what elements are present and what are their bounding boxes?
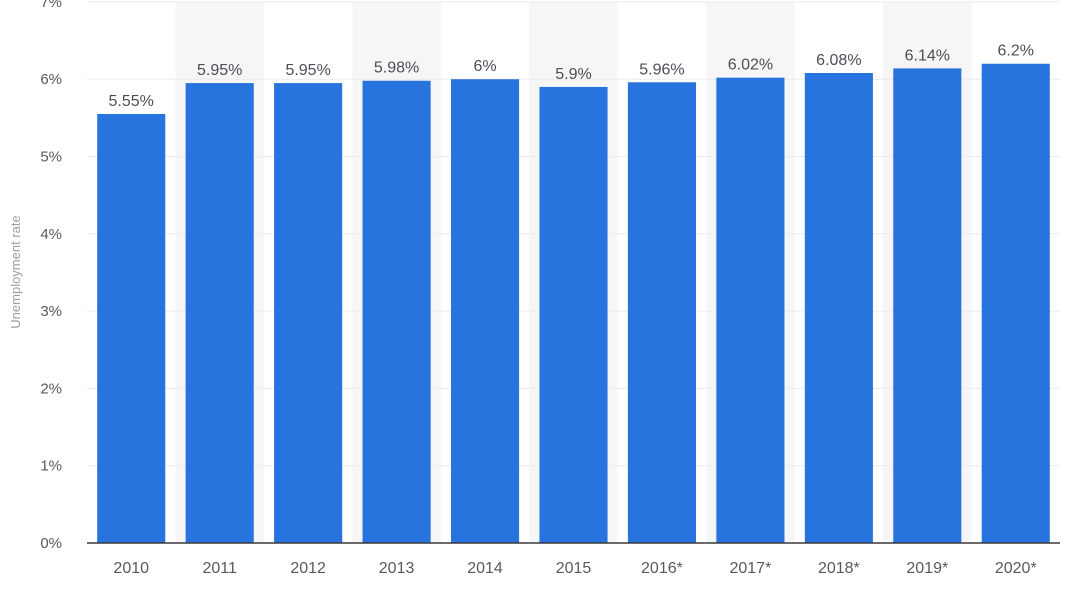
data-label: 5.9% (555, 66, 591, 83)
bar[interactable] (362, 80, 431, 543)
data-label: 5.95% (285, 62, 330, 79)
y-tick-label: 6% (40, 71, 62, 88)
data-label: 5.55% (109, 93, 154, 110)
data-label: 6.08% (816, 52, 861, 69)
data-label: 6.14% (905, 47, 950, 64)
bar[interactable] (981, 63, 1050, 544)
bar[interactable] (539, 86, 608, 544)
x-tick-label: 2010 (113, 560, 149, 577)
bar[interactable] (716, 77, 785, 544)
y-tick-label: 0% (40, 535, 62, 552)
bar[interactable] (274, 83, 343, 543)
data-label: 6% (473, 58, 496, 75)
x-tick-label: 2012 (290, 560, 326, 577)
data-label: 5.96% (639, 61, 684, 78)
y-tick-label: 4% (40, 226, 62, 243)
x-tick-label: 2020* (995, 560, 1037, 577)
x-tick-label: 2018* (818, 560, 860, 577)
bar[interactable] (450, 79, 520, 543)
y-tick-label: 2% (40, 380, 62, 397)
x-tick-label: 2014 (467, 560, 503, 577)
data-label: 6.2% (998, 43, 1034, 60)
y-tick-label: 7% (40, 0, 62, 11)
bar[interactable] (893, 68, 962, 544)
x-tick-label: 2011 (202, 560, 237, 577)
x-tick-label: 2016* (641, 560, 683, 577)
data-label: 6.02% (728, 57, 773, 74)
y-tick-label: 5% (40, 149, 62, 166)
y-tick-label: 3% (40, 303, 62, 320)
bar[interactable] (185, 83, 254, 543)
x-tick-label: 2015 (556, 560, 592, 577)
y-axis-label: Unemployment rate (8, 215, 23, 328)
x-tick-label: 2017* (729, 560, 771, 577)
bar[interactable] (804, 73, 873, 544)
y-tick-label: 1% (40, 458, 62, 475)
x-tick-label: 2019* (906, 560, 948, 577)
bar[interactable] (97, 113, 166, 544)
data-label: 5.95% (197, 62, 242, 79)
bar[interactable] (627, 82, 697, 544)
data-label: 5.98% (374, 60, 419, 77)
x-tick-label: 2013 (379, 560, 415, 577)
